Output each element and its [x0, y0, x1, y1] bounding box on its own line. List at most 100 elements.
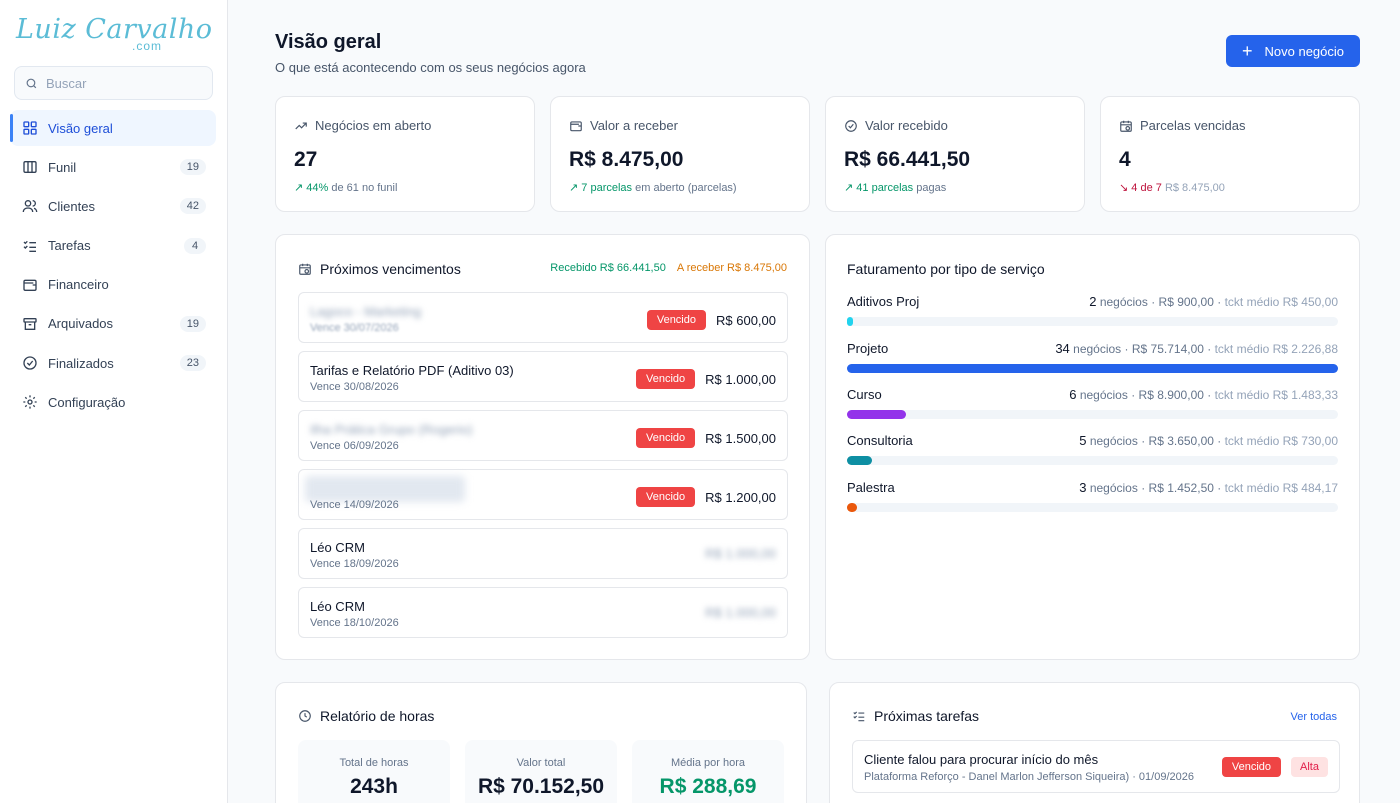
received-summary: Recebido R$ 66.441,50 — [550, 262, 666, 274]
status-badge: Vencido — [646, 310, 706, 330]
kpi-value: 4 — [1119, 148, 1131, 171]
sidebar-item-label: Visão geral — [48, 120, 113, 136]
kpi-card-received[interactable]: Valor recebido R$ 66.441,50 ↗ 41 parcela… — [825, 96, 1085, 212]
trend-down-icon: ↘ — [1119, 182, 1129, 194]
search-input[interactable] — [46, 75, 196, 91]
due-item[interactable]: Léo CRM Vence 18/10/2026 R$ 1.000,00 — [298, 587, 788, 638]
due-item-name: Tarifas e Relatório PDF (Aditivo 03) — [310, 363, 514, 378]
trend-up-icon: ↗ — [294, 182, 304, 194]
kpi-label-text: Valor recebido — [865, 118, 948, 133]
due-item-amount: R$ 1.200,00 — [705, 489, 776, 505]
task-title: Cliente falou para procurar início do mê… — [864, 752, 1099, 767]
stat-total-value: Valor total R$ 70.152,50 — [465, 740, 617, 803]
due-item-amount: R$ 1.000,00 — [705, 605, 776, 620]
brand-logo[interactable]: Luiz Carvalho .com — [16, 14, 216, 54]
stat-label: Total de horas — [339, 757, 409, 769]
service-bar-fill — [847, 364, 1338, 373]
count-badge: 23 — [179, 355, 206, 372]
checklist-icon — [853, 711, 865, 722]
due-payments-card: Próximos vencimentos Recebido R$ 66.441,… — [275, 234, 810, 660]
see-all-tasks-link[interactable]: Ver todas — [1290, 711, 1337, 723]
kpi-foot: ↗ 7 parcelas em aberto (parcelas) — [569, 181, 737, 194]
sidebar-item-configuracao[interactable]: Configuração — [10, 384, 216, 420]
count-badge: 19 — [179, 159, 206, 176]
due-item-name: Ilha Prática Grupo (Rogerio) — [310, 422, 473, 437]
sidebar-item-arquivados[interactable]: Arquivados 19 — [10, 306, 216, 342]
due-item[interactable]: Ilha Prática Grupo (Rogerio) Vence 06/09… — [298, 410, 788, 461]
trend-up-icon: ↗ — [569, 182, 579, 194]
kpi-foot-text: em aberto (parcelas) — [635, 182, 737, 194]
kpi-foot-highlight: 4 de 7 — [1131, 182, 1162, 194]
service-bar-track — [847, 317, 1338, 326]
calendar-clock-icon — [299, 263, 311, 275]
due-item-right: Vencido R$ 600,00 — [646, 310, 776, 330]
due-item[interactable]: Tarifas e Relatório PDF (Aditivo 03) Ven… — [298, 351, 788, 402]
archive-icon — [22, 316, 38, 332]
sidebar-item-label: Funil — [48, 159, 77, 175]
kpi-card-overdue[interactable]: Parcelas vencidas 4 ↘ 4 de 7 R$ 8.475,00 — [1100, 96, 1360, 212]
sidebar-item-label: Configuração — [48, 394, 126, 410]
service-meta: 3 negócios · R$ 1.452,50 · tckt médio R$… — [1079, 480, 1338, 495]
service-count: 34 — [1055, 341, 1070, 356]
kpi-foot-highlight: 44% — [306, 182, 329, 194]
service-total: R$ 8.900,00 — [1138, 388, 1204, 402]
sidebar-item-funil[interactable]: Funil 19 — [10, 149, 216, 185]
due-item-name: Lagoco - Marketing — [310, 304, 422, 319]
due-item[interactable]: Lagoco - Marketing Vence 30/07/2026 Venc… — [298, 292, 788, 343]
hours-report-card: Relatório de horas Total de horas 243h V… — [275, 682, 807, 803]
service-avg: tckt médio R$ 2.226,88 — [1214, 342, 1338, 356]
service-total: R$ 75.714,00 — [1131, 342, 1204, 356]
service-bar-track — [847, 410, 1338, 419]
kpi-foot: ↗ 41 parcelas pagas — [844, 181, 946, 194]
status-badge: Vencido — [636, 428, 696, 448]
service-count-label: negócios — [1089, 434, 1138, 448]
service-name: Projeto — [847, 341, 889, 356]
stat-avg-per-hour: Média por hora R$ 288,69 — [632, 740, 784, 803]
due-item-amount: R$ 600,00 — [716, 312, 776, 328]
sidebar-item-financeiro[interactable]: Financeiro — [10, 267, 216, 303]
count-badge: 19 — [179, 315, 206, 332]
stat-value: R$ 70.152,50 — [477, 775, 605, 798]
stat-value: R$ 288,69 — [659, 775, 757, 798]
service-total: R$ 3.650,00 — [1148, 434, 1214, 448]
kpi-foot-highlight: 41 parcelas — [856, 182, 914, 194]
service-row: Palestra 3 negócios · R$ 1.452,50 · tckt… — [847, 480, 1338, 512]
service-bar-track — [847, 503, 1338, 512]
service-count: 2 — [1089, 294, 1097, 309]
service-bar-track — [847, 456, 1338, 465]
due-item-right: Vencido R$ 1.000,00 — [636, 369, 776, 389]
kpi-card-receivable[interactable]: Valor a receber R$ 8.475,00 ↗ 7 parcelas… — [550, 96, 810, 212]
kpi-card-open-deals[interactable]: Negócios em aberto 27 ↗ 44% de 61 no fun… — [275, 96, 535, 212]
count-badge: 42 — [179, 198, 206, 215]
service-avg: tckt médio R$ 1.483,33 — [1214, 388, 1338, 402]
service-count-label: negócios — [1079, 388, 1128, 402]
due-item-date: Vence 06/09/2026 — [310, 440, 399, 452]
service-meta: 34 negócios · R$ 75.714,00 · tckt médio … — [1055, 341, 1338, 356]
kanban-icon — [22, 159, 38, 175]
service-total: R$ 900,00 — [1158, 295, 1214, 309]
due-item[interactable]: Vence 14/09/2026 Vencido R$ 1.200,00 — [298, 469, 788, 520]
service-bar-track — [847, 364, 1338, 373]
service-bar-fill — [847, 456, 872, 465]
sidebar-item-label: Finalizados — [48, 355, 114, 371]
kpi-value: 27 — [294, 148, 318, 171]
sidebar-item-clientes[interactable]: Clientes 42 — [10, 188, 216, 224]
service-name: Palestra — [847, 480, 895, 495]
service-avg: tckt médio R$ 484,17 — [1224, 481, 1338, 495]
sidebar-item-label: Clientes — [48, 198, 95, 214]
due-item[interactable]: Léo CRM Vence 18/09/2026 R$ 1.000,00 — [298, 528, 788, 579]
search-box — [14, 66, 213, 100]
new-deal-button[interactable]: + Novo negócio — [1226, 35, 1360, 67]
task-item[interactable]: Cliente falou para procurar início do mê… — [852, 740, 1340, 793]
plus-icon: + — [1241, 41, 1253, 61]
kpi-value: R$ 66.441,50 — [844, 148, 971, 171]
new-deal-label: Novo negócio — [1264, 43, 1345, 59]
sidebar-item-visao-geral[interactable]: Visão geral — [10, 110, 216, 146]
kpi-label: Parcelas vencidas — [1119, 118, 1246, 133]
kpi-foot-text: pagas — [916, 182, 947, 194]
sidebar-item-tarefas[interactable]: Tarefas 4 — [10, 228, 216, 264]
stat-value: 243h — [350, 775, 398, 798]
sidebar-item-finalizados[interactable]: Finalizados 23 — [10, 345, 216, 381]
service-meta: 2 negócios · R$ 900,00 · tckt médio R$ 4… — [1089, 294, 1338, 309]
redacted-name — [305, 476, 465, 502]
